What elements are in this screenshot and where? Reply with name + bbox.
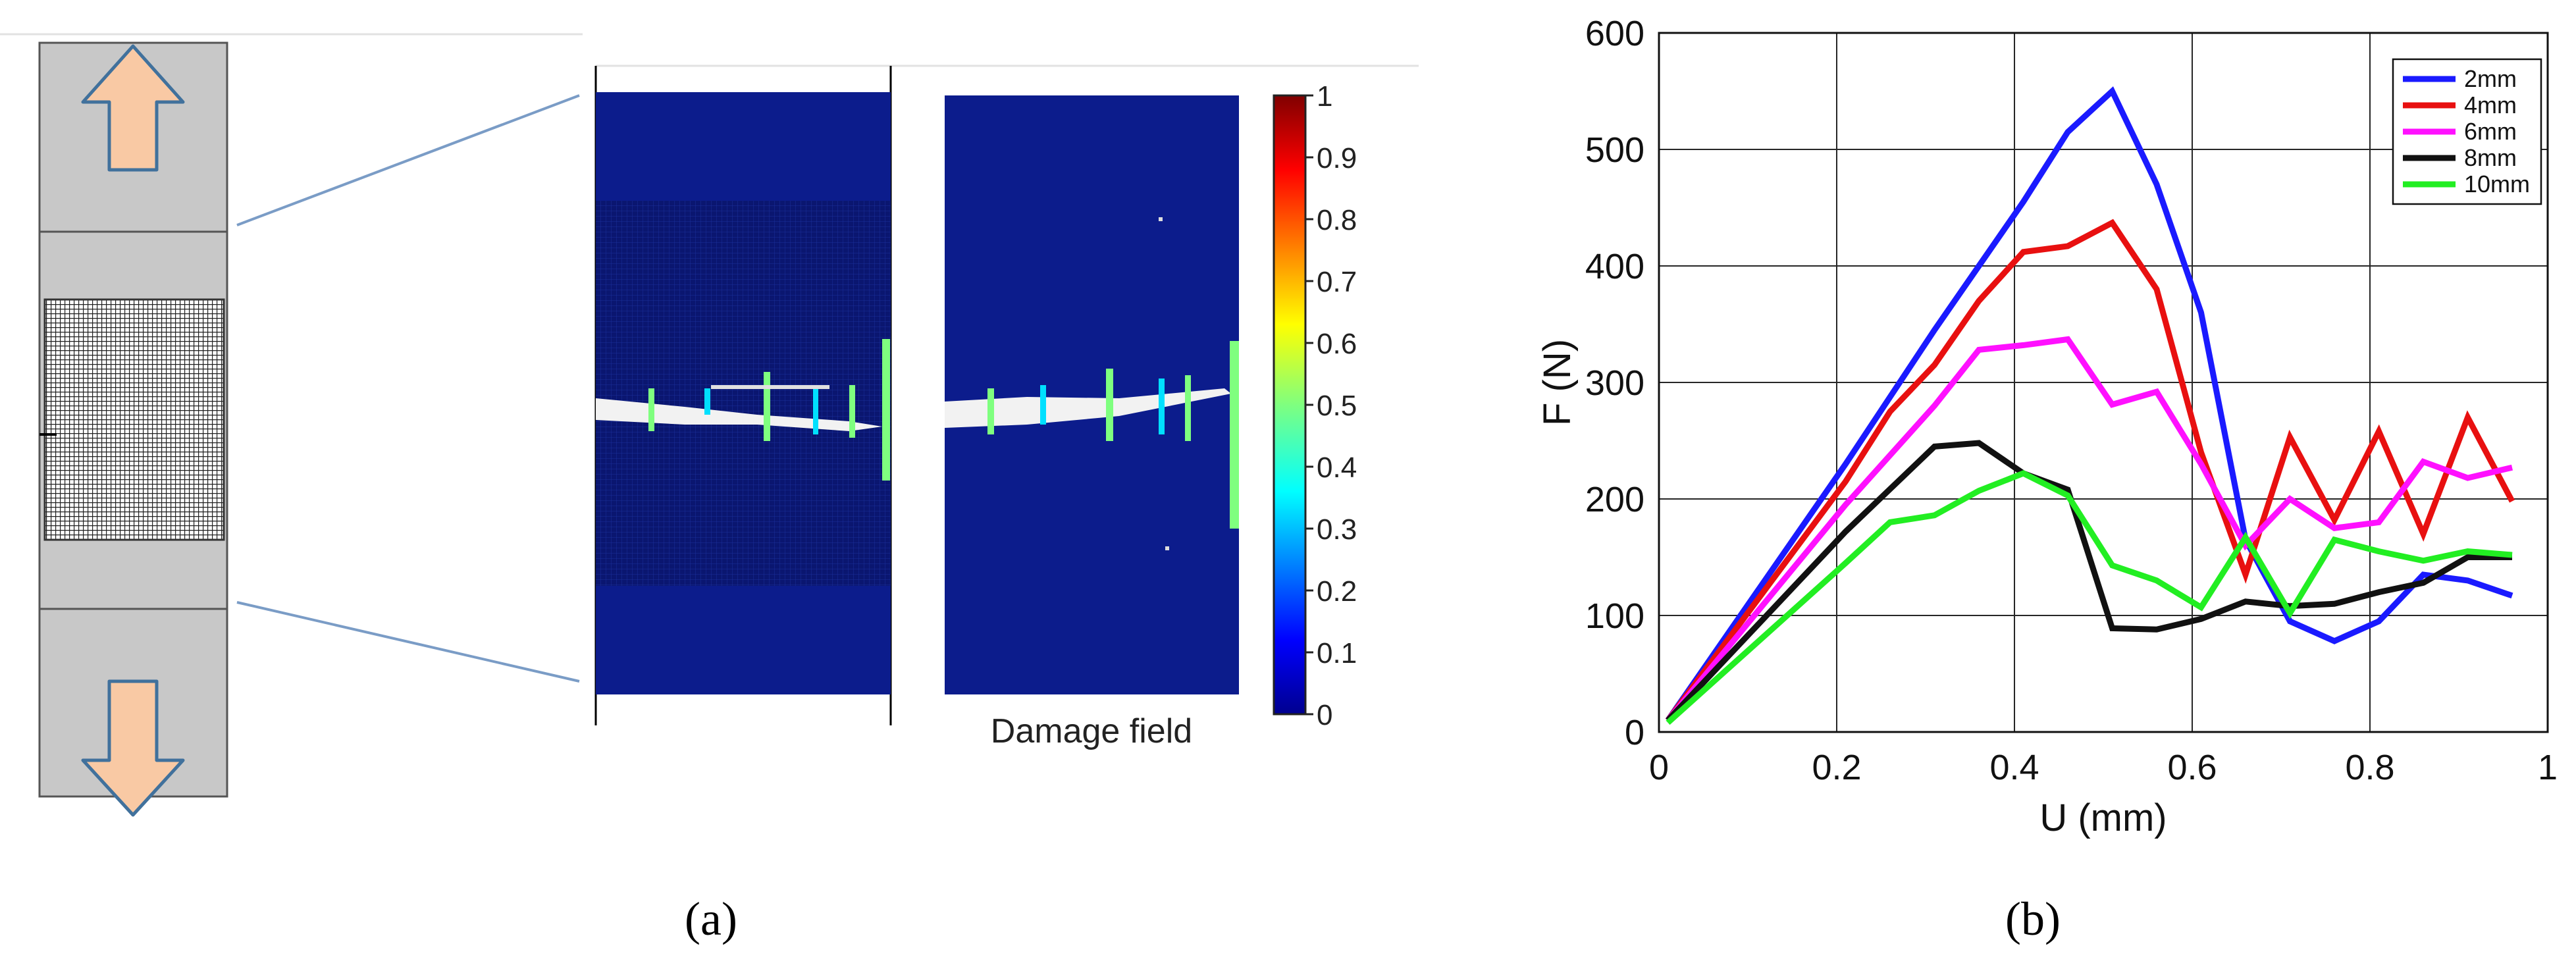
colorbar-tick-label: 0.1: [1317, 637, 1357, 669]
crack-branch: [711, 385, 829, 389]
y-tick-label: 100: [1585, 596, 1644, 636]
caption-b: (b): [2005, 893, 2061, 945]
legend-entry-label: 6mm: [2464, 118, 2517, 145]
damage-spot: [1185, 375, 1191, 441]
y-tick-label: 400: [1585, 247, 1644, 286]
damage-spots-right: [987, 217, 1191, 550]
damage-edge-left: [882, 339, 890, 481]
x-axis-label: U (mm): [2039, 796, 2167, 839]
x-tick-label: 0: [1649, 748, 1669, 787]
series-line-2mm: [1665, 86, 2513, 722]
panel-b: 0 0.2 0.4 0.6 0.8 1 0 100 200 300 400 500 600 U (mm) F…: [1536, 14, 2558, 945]
damage-spot: [813, 388, 818, 434]
damage-spot: [987, 388, 994, 434]
arrow-down-icon: [81, 679, 185, 817]
colorbar-tick-label: 0: [1317, 699, 1332, 731]
damage-view-mesh: [594, 66, 892, 725]
panel-a: 1 0.9 0.8 0.7 0.6 0.5 0.4 0.3 0.2 0.1 0 Damage fie…: [0, 33, 1419, 945]
arrow-up-icon: [81, 44, 185, 172]
series-line-8mm: [1666, 440, 2512, 723]
zoom-line-top: [236, 94, 580, 226]
damage-spot: [648, 388, 654, 431]
colorbar-tick-label: 0.3: [1317, 513, 1357, 546]
colorbar-tick-label: 0.9: [1317, 142, 1357, 174]
caption-a: (a): [685, 893, 737, 945]
damage-view-contour: [945, 95, 1239, 694]
colorbar-tick-label: 1: [1317, 80, 1332, 113]
damage-field-meshed: [596, 201, 891, 586]
damage-spot: [1040, 385, 1046, 425]
damage-spot: [1159, 217, 1163, 221]
colorbar-tick-label: 0.2: [1317, 575, 1357, 608]
y-tick-label: 200: [1585, 480, 1644, 519]
damage-spot: [1106, 369, 1113, 441]
damage-spot: [849, 385, 855, 438]
series-line-6mm: [1666, 336, 2513, 723]
x-tick-label: 0.6: [2167, 748, 2217, 787]
colorbar-gradient: [1273, 94, 1307, 716]
x-tick-label: 0.4: [1989, 748, 2039, 787]
y-tick-label: 0: [1625, 713, 1644, 752]
damage-field-label: Damage field: [991, 712, 1192, 750]
y-tick-label: 500: [1585, 130, 1644, 170]
x-tick-label: 1: [2538, 748, 2558, 787]
plot-frame: [1658, 32, 2549, 733]
legend-entry-label: 10mm: [2464, 170, 2530, 197]
damage-spot: [704, 388, 710, 415]
damage-edge-right: [1230, 341, 1239, 529]
colorbar-tick-label: 0.4: [1317, 452, 1357, 484]
legend-entry-label: 8mm: [2464, 144, 2517, 171]
series-line-4mm: [1665, 219, 2515, 722]
y-tick-label: 600: [1585, 14, 1644, 53]
damage-spots-left: [648, 372, 855, 441]
chart-ff-vs-u: 0 0.2 0.4 0.6 0.8 1 0 100 200 300 400 500 600 U (mm) F…: [1536, 14, 2558, 839]
colorbar: 1 0.9 0.8 0.7 0.6 0.5 0.4 0.3 0.2 0.1 0: [1273, 80, 1357, 731]
series-line-10mm: [1666, 470, 2513, 725]
colorbar-tick-label: 0.6: [1317, 328, 1357, 360]
mesh-region: [43, 298, 225, 541]
damage-spot: [1165, 546, 1169, 550]
colorbar-tick-label: 0.5: [1317, 390, 1357, 422]
y-tick-label: 300: [1585, 363, 1644, 403]
damage-spot: [764, 372, 770, 441]
x-tick-label: 0.8: [2345, 748, 2394, 787]
crack-left: [596, 398, 882, 431]
specimen-diagram: [38, 41, 228, 817]
damage-spot: [1159, 378, 1165, 434]
x-tick-label: 0.2: [1812, 748, 1861, 787]
zoom-line-bottom: [236, 601, 580, 683]
colorbar-tick-label: 0.8: [1317, 204, 1357, 236]
legend-entry-label: 2mm: [2464, 65, 2517, 92]
legend-entry-label: 4mm: [2464, 91, 2517, 118]
y-axis-label: F (N): [1536, 339, 1579, 426]
colorbar-tick-label: 0.7: [1317, 266, 1357, 298]
